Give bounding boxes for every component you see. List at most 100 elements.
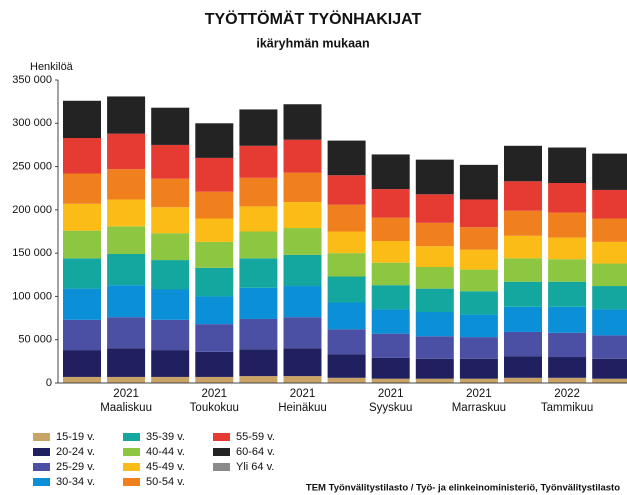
bar-segment <box>327 329 366 355</box>
bar-segment <box>63 350 101 377</box>
bar-segment <box>592 286 627 310</box>
bar-segment <box>151 144 190 179</box>
bar-segment <box>459 249 498 270</box>
legend-label: 20-24 v. <box>56 446 95 458</box>
bar-segment <box>283 317 322 349</box>
x-tick-label: 2021 Maaliskuu <box>100 388 152 414</box>
legend-swatch <box>123 478 140 486</box>
bar-segment <box>151 350 190 377</box>
bar-segment <box>504 281 542 307</box>
bar-segment <box>283 348 322 377</box>
bar-segment <box>151 260 190 290</box>
bar-segment <box>151 233 190 261</box>
bar-segment <box>283 254 322 287</box>
bar-segment <box>151 178 190 208</box>
bar-segment <box>459 358 498 379</box>
bar-segment <box>239 376 278 383</box>
legend-label: 40-44 v. <box>146 446 185 458</box>
bar-segment <box>459 269 498 292</box>
bar-segment <box>195 157 234 192</box>
bar-segment <box>459 314 498 338</box>
bar-segment <box>592 153 627 190</box>
legend-swatch <box>213 463 230 471</box>
bar-segment <box>195 267 234 297</box>
bar-segment <box>504 210 542 236</box>
bar-segment <box>504 181 542 211</box>
bar-segment <box>283 172 322 203</box>
bar-segment <box>107 317 146 349</box>
bar-segment <box>283 376 322 383</box>
y-tick-label: 150 000 <box>12 247 52 259</box>
bar-segment <box>107 199 146 227</box>
bar-segment <box>195 296 234 325</box>
bar-segment <box>63 230 101 259</box>
bar-segment <box>239 206 278 232</box>
bar-segment <box>504 306 542 332</box>
bar-segment <box>239 231 278 259</box>
bar-segment <box>548 281 587 307</box>
bar-segment <box>63 376 101 383</box>
bar-segment <box>592 309 627 336</box>
bar-segment <box>239 145 278 178</box>
bar-segment <box>548 183 587 213</box>
legend-swatch <box>33 478 50 486</box>
bar-segment <box>504 235 542 259</box>
bar-segment <box>107 133 146 170</box>
x-tick-label: 2021 Marraskuu <box>451 388 507 414</box>
bar-segment <box>195 241 234 268</box>
legend-label: Yli 64 v. <box>236 461 274 473</box>
bar-segment <box>63 258 101 289</box>
y-tick-label: 100 000 <box>12 290 52 302</box>
bar-segment <box>195 324 234 352</box>
bar-segment <box>415 358 454 379</box>
bar-segment <box>107 285 146 318</box>
legend-swatch <box>33 448 50 456</box>
bar-segment <box>283 104 322 140</box>
bar-segment <box>195 218 234 242</box>
legend-swatch <box>33 463 50 471</box>
bar-segment <box>504 145 542 182</box>
bar-segment <box>283 286 322 318</box>
bar-segment <box>415 266 454 289</box>
bar-segment <box>415 194 454 223</box>
bar-segment <box>415 312 454 337</box>
bar-segment <box>548 147 587 184</box>
source: TEM Työnvälitystilasto / Työ- ja elinkei… <box>306 483 620 494</box>
bar-segment <box>592 218 627 242</box>
bar-segment <box>415 336 454 359</box>
bar-segment <box>63 203 101 231</box>
bar-segment <box>107 96 146 134</box>
bar-segment <box>459 199 498 228</box>
bar-segment <box>592 241 627 264</box>
bar-segment <box>459 337 498 359</box>
bar-segment <box>371 154 410 190</box>
bar-segment <box>548 306 587 333</box>
x-tick-label: 2021 Heinäkuu <box>278 388 327 414</box>
bar-segment <box>327 231 366 254</box>
bar-segment <box>195 376 234 383</box>
bar-segment <box>371 309 410 334</box>
bar-segment <box>151 289 190 320</box>
y-tick-label: 50 000 <box>18 334 52 346</box>
bar-segment <box>327 140 366 176</box>
bar-segment <box>107 376 146 383</box>
bar-segment <box>195 351 234 377</box>
legend-label: 60-64 v. <box>236 446 275 458</box>
legend-label: 45-49 v. <box>146 461 185 473</box>
bar-segment <box>63 100 101 139</box>
bar-segment <box>327 253 366 277</box>
bar-segment <box>239 287 278 319</box>
bar-segment <box>239 109 278 146</box>
bar-segment <box>239 349 278 377</box>
bar-segment <box>107 226 146 255</box>
bar-segment <box>195 191 234 219</box>
y-tick-label: 350 000 <box>12 74 52 86</box>
bar-segment <box>504 258 542 282</box>
bar-segment <box>592 263 627 287</box>
bar-segment <box>459 227 498 250</box>
bar-segment <box>151 107 190 145</box>
bar-segment <box>63 288 101 320</box>
bar-segment <box>548 357 587 378</box>
bar-segment <box>592 358 627 379</box>
